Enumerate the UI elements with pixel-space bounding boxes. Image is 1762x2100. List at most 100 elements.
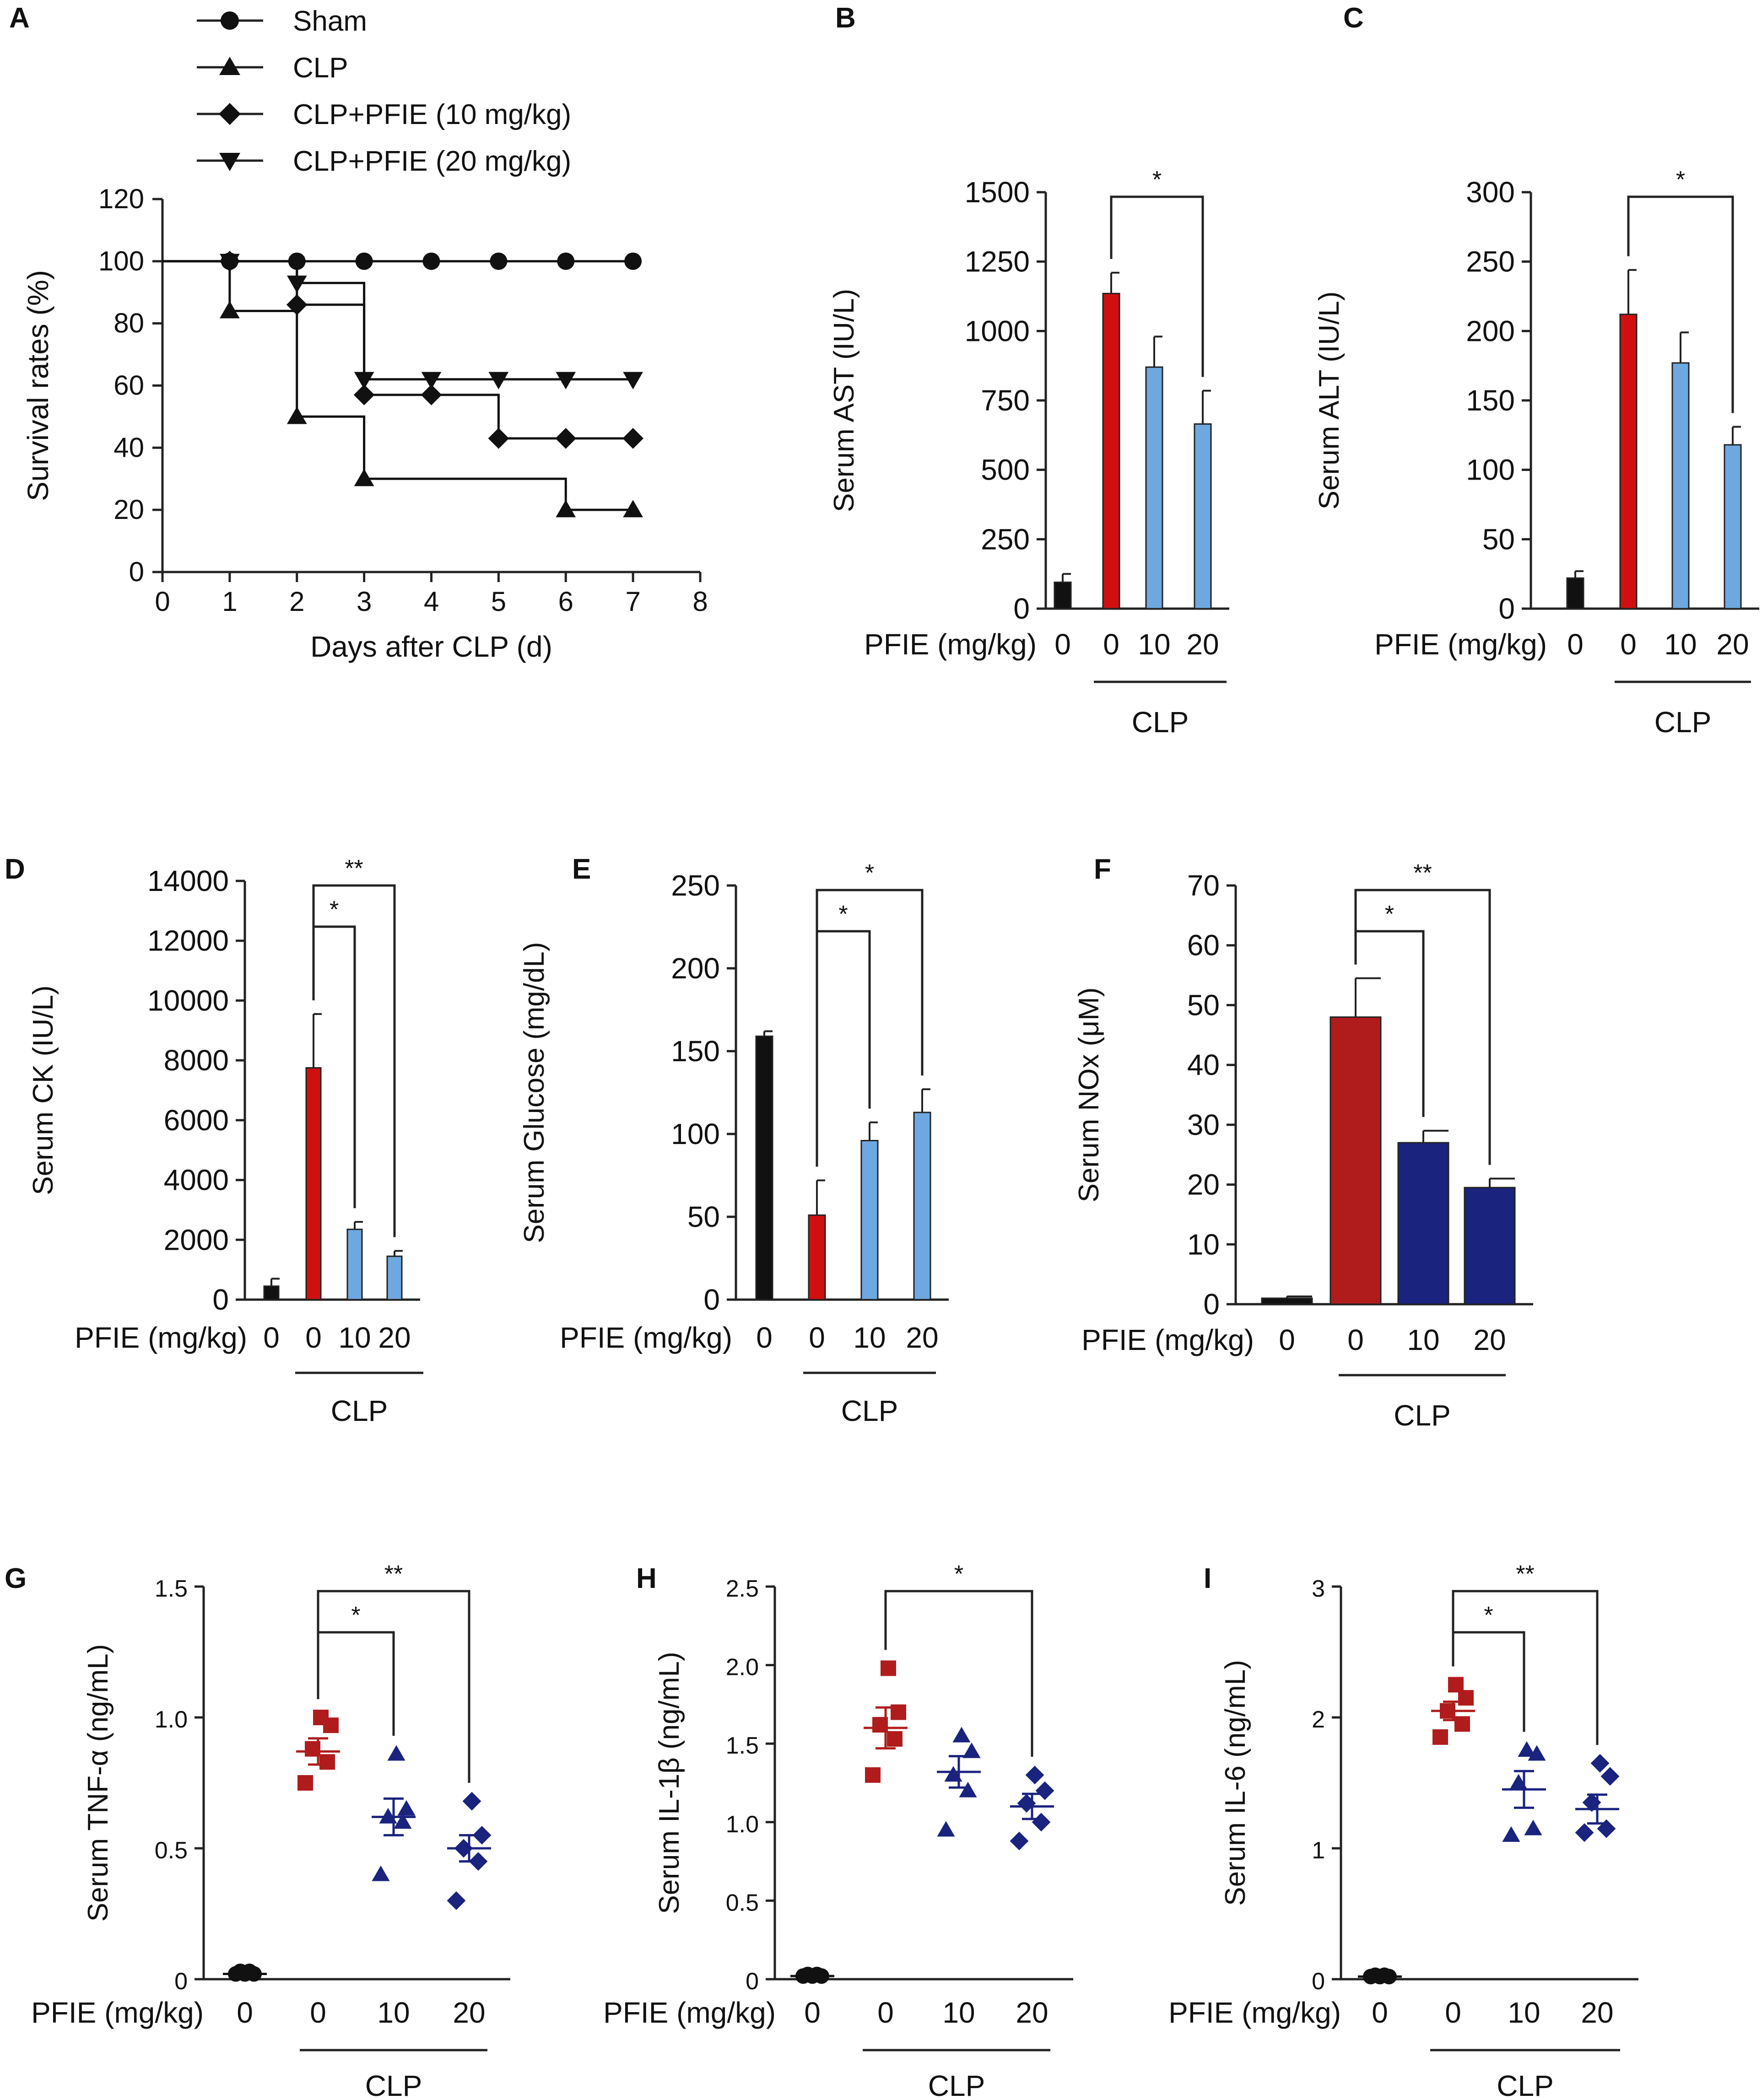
category-label: 10 <box>1664 628 1697 661</box>
data-point <box>286 275 307 293</box>
data-point <box>881 1660 896 1676</box>
bar <box>1464 1187 1516 1305</box>
y-tick-label: 1250 <box>965 245 1030 278</box>
x-tick-label: 4 <box>424 586 439 617</box>
data-point <box>556 500 576 518</box>
bar <box>305 1067 322 1301</box>
y-tick-label: 200 <box>671 952 720 985</box>
category-label: 20 <box>1581 1996 1613 2029</box>
significance-bracket <box>312 884 396 1237</box>
data-point <box>1600 1767 1620 1786</box>
pfie-row-label: PFIE (mg/kg) <box>864 628 1037 661</box>
y-tick-label: 100 <box>1466 453 1515 486</box>
legend-marker <box>219 103 241 125</box>
significance-label: ** <box>345 855 363 882</box>
y-tick-label: 0 <box>1013 592 1030 625</box>
data-point <box>387 1745 405 1761</box>
clp-group-label: CLP <box>841 1394 898 1427</box>
clp-group-label: CLP <box>365 2069 422 2100</box>
significance-label: * <box>1676 167 1685 193</box>
data-point <box>421 384 442 405</box>
y-tick-label: 70 <box>1187 869 1220 902</box>
y-axis-label: Serum TNF-α (ng/mL) <box>82 1644 114 1922</box>
y-axis-label: Serum AST (IU/L) <box>828 289 860 512</box>
y-tick-label: 1 <box>1312 1837 1325 1864</box>
y-tick-label: 0 <box>174 1968 188 1995</box>
y-tick-label: 50 <box>1482 523 1515 556</box>
data-point <box>462 1792 481 1811</box>
bar <box>808 1214 826 1301</box>
data-point <box>319 1754 335 1770</box>
panel-h: H 0 0.5 1.0 1.5 2.0 2.5 Serum IL-1β (ng/mL) PFIE… <box>603 1561 1073 2100</box>
data-point <box>354 372 374 389</box>
significance-label: * <box>351 1602 360 1629</box>
y-tick-label: 8000 <box>164 1044 229 1077</box>
clp-group-label: CLP <box>1394 1399 1451 1432</box>
category-label: 0 <box>263 1321 280 1354</box>
category-label: 20 <box>1473 1323 1506 1356</box>
data-point <box>372 1865 390 1881</box>
y-tick-label: 150 <box>1466 384 1515 417</box>
x-tick-label: 6 <box>558 586 573 617</box>
data-point <box>624 252 642 270</box>
y-tick-label: 40 <box>1187 1048 1220 1081</box>
y-tick-label: 0 <box>129 556 144 587</box>
significance-label: * <box>330 896 339 923</box>
significance-bracket <box>1354 889 1491 1165</box>
y-tick-label: 1.5 <box>726 1733 759 1759</box>
data-point <box>1590 1754 1610 1773</box>
y-tick-label: 750 <box>981 384 1030 417</box>
data-point <box>555 428 577 449</box>
data-point <box>959 1781 977 1798</box>
y-tick-label: 250 <box>981 523 1030 556</box>
clp-group-label: CLP <box>1132 706 1189 739</box>
category-label: 20 <box>1186 628 1219 661</box>
y-tick-label: 1000 <box>965 314 1030 347</box>
category-label: 10 <box>1138 628 1170 661</box>
bar <box>1724 444 1742 610</box>
y-tick-label: 0 <box>746 1968 759 1995</box>
y-tick-label: 14000 <box>147 864 229 897</box>
y-tick-label: 30 <box>1187 1108 1220 1141</box>
bar <box>386 1255 403 1301</box>
y-tick-label: 6000 <box>164 1104 229 1137</box>
category-label: 10 <box>942 1996 975 2029</box>
legend-entry: CLP+PFIE (20 mg/kg) <box>293 146 571 177</box>
data-point <box>962 1742 981 1758</box>
y-tick-label: 4000 <box>164 1164 229 1197</box>
bar <box>1566 577 1584 610</box>
data-point <box>472 1826 492 1845</box>
pfie-row-label: PFIE (mg/kg) <box>1168 1996 1341 2029</box>
significance-label: * <box>838 901 848 928</box>
x-tick-label: 5 <box>491 586 506 617</box>
category-label: 0 <box>237 1996 253 2029</box>
category-label: 10 <box>1508 1996 1540 2029</box>
y-tick-label: 120 <box>98 184 144 214</box>
data-point <box>422 252 440 270</box>
data-point <box>490 252 508 270</box>
x-tick-label: 1 <box>222 586 237 617</box>
data-point <box>447 1891 466 1910</box>
data-point <box>286 294 308 315</box>
data-point <box>355 252 373 270</box>
y-axis-label: Serum IL-6 (ng/mL) <box>1220 1660 1251 1906</box>
data-point <box>937 1821 955 1837</box>
y-tick-label: 10 <box>1187 1228 1220 1261</box>
data-point <box>556 372 576 389</box>
category-label: 0 <box>1279 1323 1295 1356</box>
data-point <box>1025 1765 1044 1785</box>
category-label: 0 <box>1445 1996 1461 2029</box>
series-line-2 <box>162 260 633 440</box>
bar <box>913 1112 931 1301</box>
category-label: 20 <box>906 1321 938 1354</box>
data-point <box>623 500 643 518</box>
y-tick-label: 2.0 <box>726 1654 759 1681</box>
y-tick-label: 0 <box>212 1283 229 1316</box>
category-label: 20 <box>453 1996 485 2029</box>
x-axis-label: Days after CLP (d) <box>310 630 552 663</box>
category-label: 0 <box>1372 1996 1388 2029</box>
data-point <box>1597 1819 1616 1838</box>
bar <box>263 1285 280 1301</box>
x-tick-label: 7 <box>625 586 640 617</box>
